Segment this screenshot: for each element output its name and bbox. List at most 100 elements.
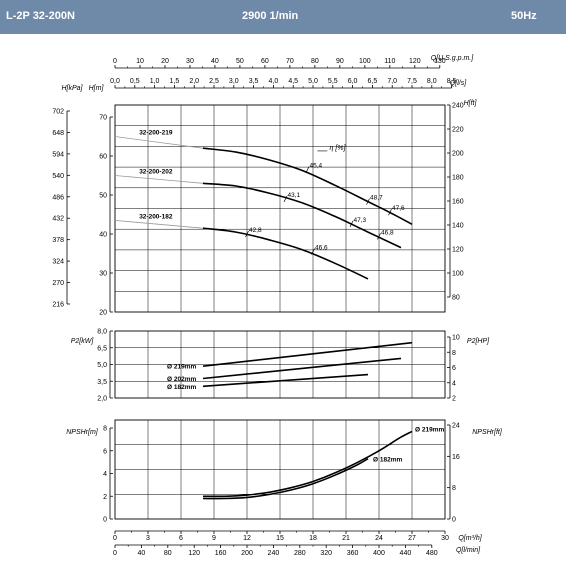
- gpm-axis-tick-label: 80: [311, 58, 319, 65]
- hft-axis-tick-label: 100: [452, 271, 464, 278]
- hm-axis-tick-label: 50: [99, 193, 107, 200]
- ls-axis-tick-label: 8,0: [427, 78, 437, 85]
- ls-axis-tick-label: 1,5: [170, 78, 180, 85]
- head-curve-32-200-182: [202, 227, 369, 280]
- hkpa-axis-tick-label: 702: [52, 109, 64, 116]
- hkpa-axis-tick-label: 378: [52, 237, 64, 244]
- head-series-label: 32-200-219: [139, 130, 173, 137]
- efficiency-value: 42,8: [249, 227, 262, 234]
- hft-axis-tick-label: 220: [452, 127, 464, 134]
- npshft-axis-title: NPSHr[ft]: [472, 429, 503, 436]
- power-series-label: Ø 182mm: [167, 384, 196, 391]
- npshm-axis-tick-label: 0: [103, 517, 107, 524]
- ls-axis-tick-label: 5,5: [328, 78, 338, 85]
- head-series-label: 32-200-182: [139, 213, 173, 220]
- m3h-axis-title: Q[m³/h]: [458, 535, 482, 542]
- ls-axis-tick-label: 6,0: [348, 78, 358, 85]
- hkpa-axis-tick-label: 432: [52, 216, 64, 223]
- efficiency-value: 46,6: [315, 245, 328, 252]
- m3h-axis-tick-label: 15: [276, 535, 284, 542]
- efficiency-mark: [311, 248, 315, 255]
- lmin-axis-title: Q[l/min]: [456, 547, 481, 554]
- lmin-axis-tick-label: 320: [320, 550, 332, 557]
- m3h-axis-tick-label: 0: [113, 535, 117, 542]
- efficiency-value: 47,6: [392, 205, 405, 212]
- curves-layer: [114, 136, 413, 500]
- head-curve-extension: [114, 220, 204, 229]
- hkpa-axis-tick-label: 540: [52, 173, 64, 180]
- ls-axis-tick-label: 3,0: [229, 78, 239, 85]
- lmin-axis-tick-label: 120: [188, 550, 200, 557]
- p2kw-axis-title: P2[kW]: [71, 338, 95, 345]
- hkpa-axis-tick-label: 486: [52, 194, 64, 201]
- ls-axis-tick-label: 5,0: [308, 78, 318, 85]
- ls-axis-title: Q[l/s]: [450, 80, 467, 87]
- ls-axis-tick-label: 7,5: [407, 78, 417, 85]
- speed-label: 2900 1/min: [242, 10, 299, 22]
- gpm-axis-tick-label: 60: [261, 58, 269, 65]
- efficiency-mark: [245, 230, 249, 238]
- efficiency-mark: [377, 233, 381, 240]
- hkpa-axis-tick-label: 594: [52, 151, 64, 158]
- npshft-axis-tick-label: 24: [452, 423, 460, 430]
- gpm-axis-tick-label: 120: [409, 58, 421, 65]
- head-curve-extension: [114, 136, 204, 149]
- p2kw-axis-tick-label: 3,5: [97, 379, 107, 386]
- m3h-axis-tick-label: 27: [408, 535, 416, 542]
- gpm-axis-tick-label: 10: [136, 58, 144, 65]
- ls-axis-tick-label: 0,5: [130, 78, 140, 85]
- efficiency-mark: [305, 166, 310, 173]
- efficiency-value: 48,7: [370, 195, 383, 202]
- head-curve-extension: [114, 175, 204, 184]
- power-series-label: Ø 202mm: [167, 376, 196, 383]
- hm-axis-tick-label: 30: [99, 271, 107, 278]
- npsh-series-label: Ø 182mm: [373, 457, 402, 464]
- npshm-axis-tick-label: 2: [103, 494, 107, 501]
- efficiency-mark: [366, 198, 370, 205]
- power-curve: [202, 357, 402, 380]
- hm-axis-title: H[m]: [89, 85, 105, 92]
- npshm-axis-tick-label: 6: [103, 448, 107, 455]
- lmin-axis-tick-label: 80: [164, 550, 172, 557]
- hkpa-axis-tick-label: 216: [52, 302, 64, 309]
- lmin-axis-tick-label: 160: [215, 550, 227, 557]
- p2hp-axis-tick-label: 6: [452, 365, 456, 372]
- ls-axis-tick-label: 6,5: [368, 78, 378, 85]
- m3h-axis-tick-label: 18: [309, 535, 317, 542]
- npsh-curve: [202, 430, 413, 498]
- npshm-axis-title: NPSHr[m]: [66, 429, 99, 436]
- pump-model-title: L-2P 32-200N: [6, 10, 75, 22]
- npsh-series-label: Ø 219mm: [415, 426, 444, 433]
- hft-axis-tick-label: 180: [452, 175, 464, 182]
- gpm-axis-title: Q[U.S.g.p.m.]: [431, 55, 474, 62]
- labels-layer: Q[U.S.g.p.m.] Q[l/s] H[m] H[kPa] H[ft] P2[kW]…: [61, 55, 502, 554]
- efficiency-value: 46,8: [381, 229, 394, 236]
- hm-axis-tick-label: 20: [99, 310, 107, 317]
- p2hp-axis-tick-label: 4: [452, 380, 456, 387]
- ls-axis-tick-label: 8,5: [447, 78, 457, 85]
- npshft-axis-tick-label: 8: [452, 485, 456, 492]
- power-curve: [202, 341, 413, 367]
- hft-axis-tick-label: 160: [452, 199, 464, 206]
- npshm-axis-tick-label: 8: [103, 426, 107, 433]
- p2kw-axis-tick-label: 5,0: [97, 362, 107, 369]
- hm-axis-tick-label: 40: [99, 232, 107, 239]
- p2hp-axis-title: P2[HP]: [467, 338, 490, 345]
- lmin-axis-tick-label: 200: [241, 550, 253, 557]
- lmin-axis-tick-label: 440: [400, 550, 412, 557]
- ls-axis-tick-label: 4,0: [269, 78, 279, 85]
- ls-axis-tick-label: 7,0: [387, 78, 397, 85]
- m3h-axis-tick-label: 6: [179, 535, 183, 542]
- head-series-label: 32-200-202: [139, 169, 173, 176]
- efficiency-value: 45,4: [310, 163, 323, 170]
- efficiency-label: η [%]: [330, 145, 347, 152]
- hm-axis-tick-label: 70: [99, 115, 107, 122]
- lmin-axis-tick-label: 400: [373, 550, 385, 557]
- gpm-axis-tick-label: 70: [286, 58, 294, 65]
- ls-axis-tick-label: 1,0: [150, 78, 160, 85]
- lmin-axis-tick-label: 480: [426, 550, 438, 557]
- lmin-axis-tick-label: 360: [347, 550, 359, 557]
- hft-axis-title: H[ft]: [464, 100, 478, 107]
- gpm-axis-tick-label: 30: [186, 58, 194, 65]
